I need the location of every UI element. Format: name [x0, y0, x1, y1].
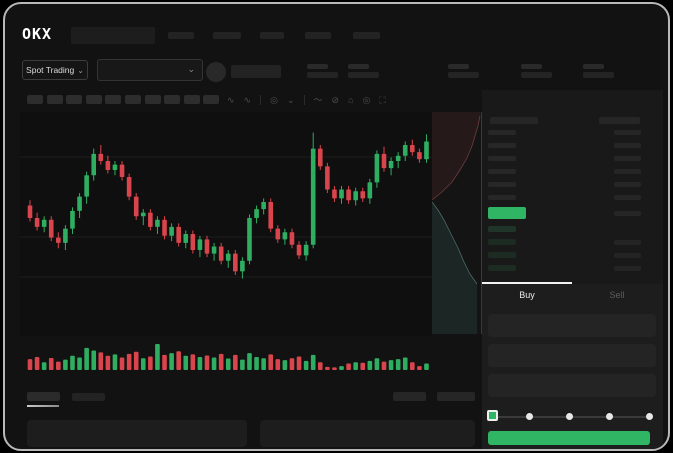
nav-item-placeholder[interactable] — [260, 32, 284, 39]
total-input[interactable] — [488, 374, 656, 397]
tab-sell[interactable]: Sell — [609, 290, 625, 300]
bottom-tab-history[interactable] — [72, 393, 105, 401]
nav-item-placeholder[interactable] — [168, 32, 194, 39]
tab-buy[interactable]: Buy — [519, 290, 535, 300]
stat-label-placeholder — [583, 64, 604, 69]
orderbook-row — [488, 169, 516, 174]
active-tab-indicator — [482, 282, 572, 284]
trend-line-dropdown-icon[interactable]: ∿ — [243, 95, 252, 105]
pair-avatar — [206, 62, 226, 82]
nav-item-placeholder[interactable] — [305, 32, 331, 39]
slider-stop[interactable] — [606, 413, 613, 420]
orderbook-row — [488, 182, 516, 187]
chart-tools: ∿ ∿ ◎ ⌄ 〜 ⊘ ⌂ ◎ ⛶ — [227, 94, 386, 106]
pair-selector-dropdown[interactable]: ⌄ — [97, 59, 203, 81]
interval-button-placeholder[interactable] — [27, 95, 43, 104]
orders-table-placeholder — [27, 420, 247, 447]
chevron-down-icon: ⌄ — [187, 64, 195, 74]
slider-stop[interactable] — [526, 413, 533, 420]
orderbook-row — [488, 265, 516, 271]
stat-value-placeholder — [307, 72, 338, 78]
orderbook-row — [614, 240, 641, 245]
orderbook-row — [488, 252, 516, 258]
orderbook-row — [488, 156, 516, 161]
nav-item-placeholder[interactable] — [353, 32, 380, 39]
volume-chart — [27, 344, 429, 370]
bottom-tab-open-orders[interactable] — [27, 392, 60, 401]
settings-icon[interactable]: ◎ — [362, 95, 371, 105]
market-type-label: Spot Trading — [26, 65, 75, 75]
toolbar-divider — [260, 95, 262, 105]
trend-line-icon[interactable]: ∿ — [227, 95, 235, 105]
orderbook-row — [488, 226, 516, 232]
chevron-down-icon: ⌄ — [77, 65, 84, 75]
bottom-action-placeholder[interactable] — [437, 392, 475, 401]
orderbook-row — [614, 182, 641, 187]
orderbook-row — [614, 143, 641, 148]
bottom-action-placeholder[interactable] — [393, 392, 426, 401]
slider-stop[interactable] — [646, 413, 653, 420]
stat-label-placeholder — [448, 64, 469, 69]
last-price-badge[interactable] — [488, 207, 526, 219]
orderbook-header-amount — [599, 117, 640, 124]
slider-handle[interactable] — [487, 410, 498, 421]
fullscreen-icon[interactable]: ⛶ — [379, 95, 386, 105]
stat-value-placeholder — [583, 72, 614, 78]
toolbar-divider — [303, 95, 305, 105]
price-input[interactable] — [488, 314, 656, 337]
orderbook-row — [614, 195, 641, 200]
interval-button-placeholder[interactable] — [144, 95, 161, 104]
orderbook-row — [614, 169, 641, 174]
interval-button-placeholder[interactable] — [203, 95, 220, 104]
orderbook-row — [488, 143, 516, 148]
orderbook-row — [614, 266, 641, 271]
measure-icon[interactable]: ⊘ — [331, 95, 340, 105]
stat-value-placeholder — [521, 72, 552, 78]
app-window: OKX Spot Trading ⌄ ⌄ ∿ ∿ ◎ ⌄ 〜 ⊘ ⌂ ◎ ⛶ — [3, 2, 670, 451]
orderbook-row — [488, 239, 516, 245]
orderbook-header-price — [490, 117, 538, 124]
orderbook-trade-panel: Buy Sell — [482, 90, 663, 449]
nav-item-placeholder[interactable] — [213, 32, 241, 39]
interval-button-placeholder[interactable] — [66, 95, 83, 104]
orderbook-row — [614, 130, 641, 135]
orderbook-row — [488, 130, 516, 135]
stat-label-placeholder — [307, 64, 328, 69]
orderbook-row — [614, 156, 641, 161]
stat-label-placeholder — [348, 64, 369, 69]
interval-button-placeholder[interactable] — [105, 95, 122, 104]
amount-input[interactable] — [488, 344, 656, 367]
order-form — [482, 284, 663, 449]
okx-logo[interactable]: OKX — [22, 25, 53, 43]
bottom-tab-indicator — [27, 405, 59, 407]
candlestick-chart[interactable] — [20, 112, 432, 336]
pair-name-placeholder — [231, 65, 281, 78]
slider-stop[interactable] — [566, 413, 573, 420]
stat-value-placeholder — [448, 72, 479, 78]
interval-button-placeholder[interactable] — [164, 95, 181, 104]
wave-tool-icon[interactable]: 〜 — [313, 95, 323, 105]
orders-table-placeholder — [260, 420, 475, 447]
depth-chart — [432, 112, 482, 334]
search-bar-placeholder[interactable] — [71, 27, 155, 44]
camera-icon[interactable]: ⌂ — [348, 95, 354, 105]
interval-button-placeholder[interactable] — [46, 95, 63, 104]
orderbook-row — [614, 253, 641, 258]
indicator-icon[interactable]: ◎ — [270, 95, 278, 105]
orderbook-row — [614, 211, 641, 216]
market-type-selector[interactable]: Spot Trading ⌄ — [22, 60, 88, 80]
orderbook-row — [488, 195, 516, 200]
buy-submit-button[interactable] — [488, 431, 650, 445]
interval-button-placeholder[interactable] — [85, 95, 102, 104]
indicator-chevron-icon[interactable]: ⌄ — [286, 95, 295, 105]
stat-label-placeholder — [521, 64, 542, 69]
stat-value-placeholder — [348, 72, 379, 78]
interval-button-placeholder[interactable] — [125, 95, 141, 104]
interval-button-placeholder[interactable] — [183, 95, 200, 104]
